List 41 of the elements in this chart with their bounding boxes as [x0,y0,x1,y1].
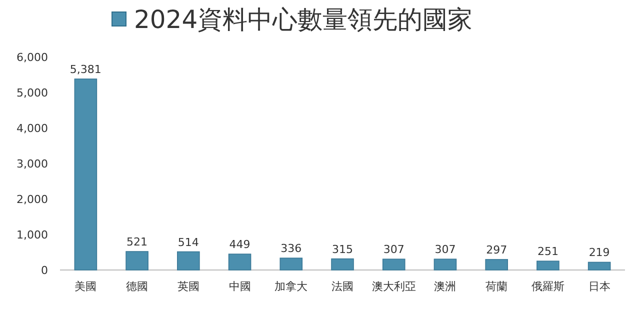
x-tick-label: 荷蘭 [486,280,508,293]
data-label: 5,381 [70,62,102,76]
legend: 2024資料中心數量領先的國家 [112,5,473,34]
x-tick-label: 加拿大 [274,280,308,293]
data-label: 514 [178,236,199,249]
data-label: 297 [486,243,508,256]
y-tick-label: 2,000 [16,193,48,206]
x-tick-label: 法國 [332,280,354,293]
x-tick-label: 英國 [177,280,200,293]
x-tick-label: 美國 [74,280,97,293]
y-tick-label: 5,000 [16,86,48,100]
y-tick-label: 3,000 [16,158,48,170]
bar [331,258,354,270]
y-tick-label: 4,000 [16,122,48,135]
data-label: 315 [332,242,353,256]
x-tick-label: 日本 [588,280,610,293]
data-label: 219 [588,246,610,260]
bar [485,259,508,270]
bar [382,258,406,270]
x-tick-label: 澳洲 [434,280,456,293]
data-label: 307 [434,243,456,256]
bar [74,78,98,270]
data-label: 307 [383,243,404,256]
y-tick-label: 6,000 [16,51,48,64]
x-tick-label: 德國 [126,280,148,293]
bar [434,258,457,270]
bar [280,258,303,270]
y-tick-label: 1,000 [16,228,48,242]
bar [228,254,252,270]
y-tick-label: 0 [41,264,48,277]
x-tick-label: 中國 [228,280,251,293]
bar [126,251,148,270]
bar [536,260,560,270]
data-label: 449 [229,238,250,252]
bar [177,251,200,270]
data-label: 336 [280,242,302,256]
data-label: 521 [126,236,148,249]
data-label: 251 [537,245,558,258]
x-tick-label: 俄羅斯 [531,280,564,293]
bar [588,262,611,270]
x-tick-label: 澳大利亞 [372,280,416,293]
